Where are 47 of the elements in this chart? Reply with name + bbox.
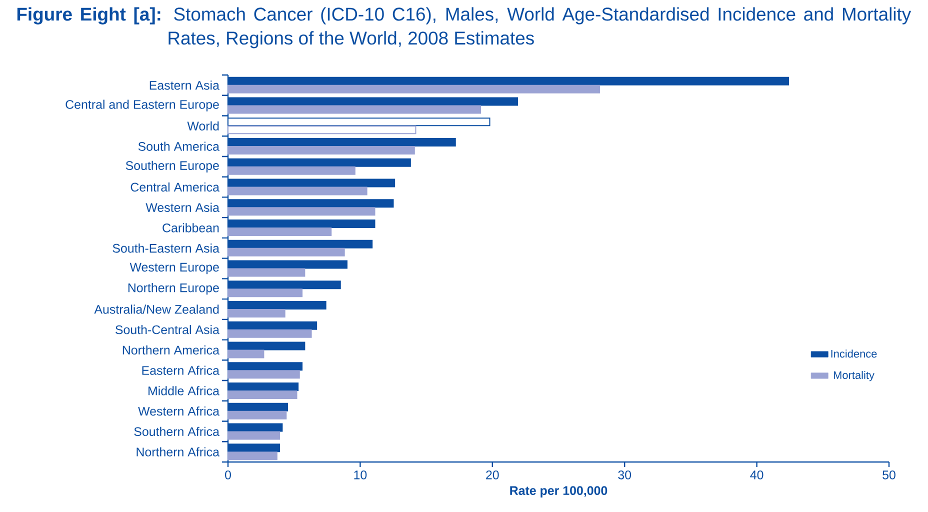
bar bbox=[228, 329, 312, 338]
y-tick-label: Northern Europe bbox=[128, 283, 219, 295]
bar bbox=[228, 166, 356, 175]
y-tick-label: Western Europe bbox=[130, 262, 219, 274]
x-tick-label: 10 bbox=[354, 470, 367, 480]
y-tick-label: Australia/New Zealand bbox=[94, 304, 219, 314]
y-tick-label: Western Asia bbox=[146, 202, 220, 212]
x-tick-label: 50 bbox=[882, 470, 896, 480]
bar bbox=[228, 105, 482, 114]
bar bbox=[228, 390, 298, 399]
y-tick-label: Northern America bbox=[122, 345, 220, 355]
y-tick-label: Middle Africa bbox=[148, 386, 220, 396]
x-axis-title: Rate per 100,000 bbox=[510, 486, 608, 498]
x-tick-label: 0 bbox=[225, 470, 231, 480]
bar bbox=[228, 308, 286, 318]
y-tick-label: Eastern Asia bbox=[150, 80, 220, 90]
x-tick-label: 40 bbox=[750, 470, 764, 480]
y-tick-label: Caribbean bbox=[162, 223, 219, 232]
legend-label: Incidence bbox=[831, 350, 877, 358]
y-tick-label: World bbox=[187, 121, 219, 130]
bar bbox=[228, 410, 287, 420]
bar bbox=[228, 228, 332, 236]
y-tick-label: South America bbox=[138, 142, 220, 151]
y-tick-label: Southern Europe bbox=[126, 160, 219, 172]
bar bbox=[228, 207, 376, 216]
y-tick-label: Central America bbox=[130, 182, 220, 192]
y-tick-label: Northern Africa bbox=[136, 447, 220, 456]
x-tick-label: 30 bbox=[618, 470, 632, 480]
bar bbox=[228, 146, 415, 155]
x-tick-label: 20 bbox=[486, 470, 499, 480]
y-tick-label: Southern Africa bbox=[134, 426, 220, 436]
bar bbox=[228, 248, 345, 256]
bar bbox=[228, 452, 278, 460]
bar bbox=[228, 186, 368, 196]
bar bbox=[228, 268, 306, 277]
y-tick-label: Eastern Africa bbox=[142, 366, 220, 375]
bar bbox=[228, 84, 600, 94]
bar bbox=[228, 370, 300, 379]
legend-label: Mortality bbox=[834, 370, 874, 382]
y-tick-label: South-Eastern Asia bbox=[112, 244, 220, 253]
y-tick-label: Western Africa bbox=[138, 406, 220, 416]
y-tick-label: Central and Eastern Europe bbox=[66, 100, 219, 112]
bar bbox=[228, 431, 280, 440]
chart-title: Figure Eight [a]: Stomach Cancer (ICD-10 C16), Males, World Age-Standardised Incidence and Mortality Rates, Regions of the World, 2008 Estimates bbox=[17, 7, 912, 48]
y-tick-label: South-Central Asia bbox=[116, 325, 220, 334]
bar bbox=[228, 350, 264, 358]
bar bbox=[228, 288, 303, 298]
